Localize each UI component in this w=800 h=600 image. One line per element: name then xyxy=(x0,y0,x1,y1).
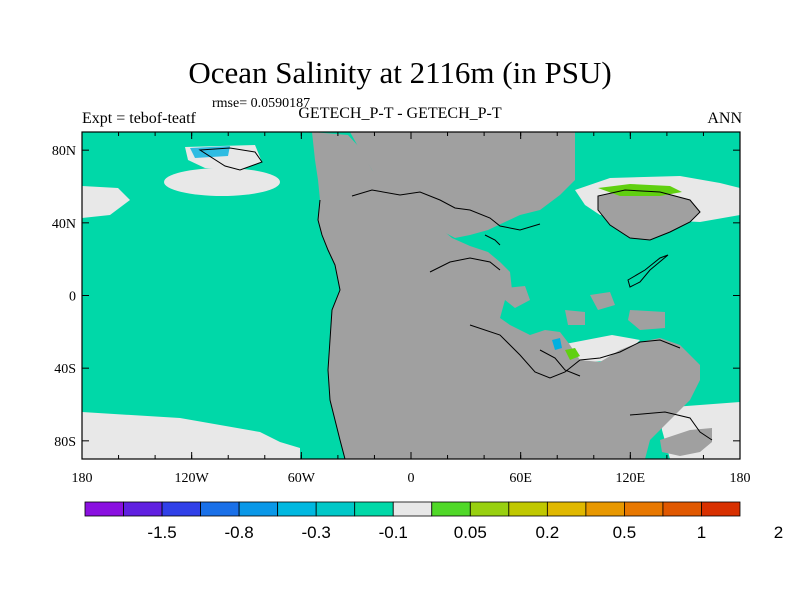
colorbar: -1.5 -0.8 -0.3 -0.1 0.05 0.2 0.5 1 2 xyxy=(84,501,783,542)
x-tick-label: 180 xyxy=(72,471,93,486)
colorbar-label: -0.1 xyxy=(379,523,408,542)
colorbar-swatch xyxy=(123,501,163,517)
colorbar-swatch xyxy=(277,501,317,517)
northeast-land xyxy=(598,190,700,240)
plot-title: Ocean Salinity at 2116m (in PSU) xyxy=(188,55,612,90)
colorbar-label: -0.8 xyxy=(224,523,253,542)
colorbar-label: 1 xyxy=(697,523,706,542)
x-axis: 180 120W 60W 0 60E 120E 180 xyxy=(72,132,751,486)
x-tick-label: 120E xyxy=(616,471,646,486)
x-tick-label: 60W xyxy=(288,471,316,486)
colorbar-swatch xyxy=(431,501,471,517)
coastlines xyxy=(198,147,713,459)
rmse-label: rmse= 0.0590187 xyxy=(212,96,311,111)
colorbar-swatch xyxy=(624,501,664,517)
australia-land xyxy=(660,428,712,456)
colorbar-swatch xyxy=(392,501,433,517)
y-tick-label: 40N xyxy=(52,217,76,232)
x-tick-label: 0 xyxy=(408,471,415,486)
colorbar-label: 0.2 xyxy=(536,523,560,542)
southern-white-patch xyxy=(82,412,300,459)
y-tick-label: 80S xyxy=(54,435,76,450)
colorbar-swatch xyxy=(469,501,510,517)
experiment-label: Expt = tebof-teatf xyxy=(82,110,196,127)
colorbar-label: -0.3 xyxy=(302,523,331,542)
colorbar-swatch xyxy=(701,501,741,517)
y-tick-label: 0 xyxy=(69,290,76,305)
colorbar-swatch xyxy=(508,501,548,517)
colorbar-swatch xyxy=(161,501,201,517)
x-tick-label: 60E xyxy=(509,471,532,486)
colorbar-label: 0.5 xyxy=(613,523,637,542)
season-label: ANN xyxy=(707,110,742,127)
colorbar-label: 2 xyxy=(774,523,783,542)
colorbar-swatch xyxy=(585,501,625,517)
y-axis: 80N 40N 0 40S 80S xyxy=(52,144,740,450)
plot-subtitle: GETECH_P-T - GETECH_P-T xyxy=(298,105,502,122)
colorbar-swatch xyxy=(315,501,356,517)
colorbar-swatch xyxy=(354,501,394,517)
x-tick-label: 180 xyxy=(730,471,751,486)
negative-anomaly-south xyxy=(552,338,562,350)
west-margin-white-patch xyxy=(82,186,130,218)
colorbar-swatch xyxy=(238,501,279,517)
colorbar-label: 0.05 xyxy=(454,523,487,542)
colorbar-swatch xyxy=(546,501,587,517)
north-pacific-white-patch xyxy=(164,168,280,196)
positive-anomaly-north xyxy=(598,184,682,196)
positive-anomaly-south xyxy=(565,348,580,360)
asia-gray-patches xyxy=(505,286,665,330)
colorbar-swatch xyxy=(200,501,240,517)
map-field xyxy=(82,132,740,459)
colorbar-swatch xyxy=(662,501,702,517)
y-tick-label: 40S xyxy=(54,362,76,377)
x-tick-label: 120W xyxy=(175,471,210,486)
laurasia-land xyxy=(350,132,575,238)
colorbar-label: -1.5 xyxy=(147,523,176,542)
y-tick-label: 80N xyxy=(52,144,76,159)
colorbar-swatch xyxy=(84,501,124,517)
